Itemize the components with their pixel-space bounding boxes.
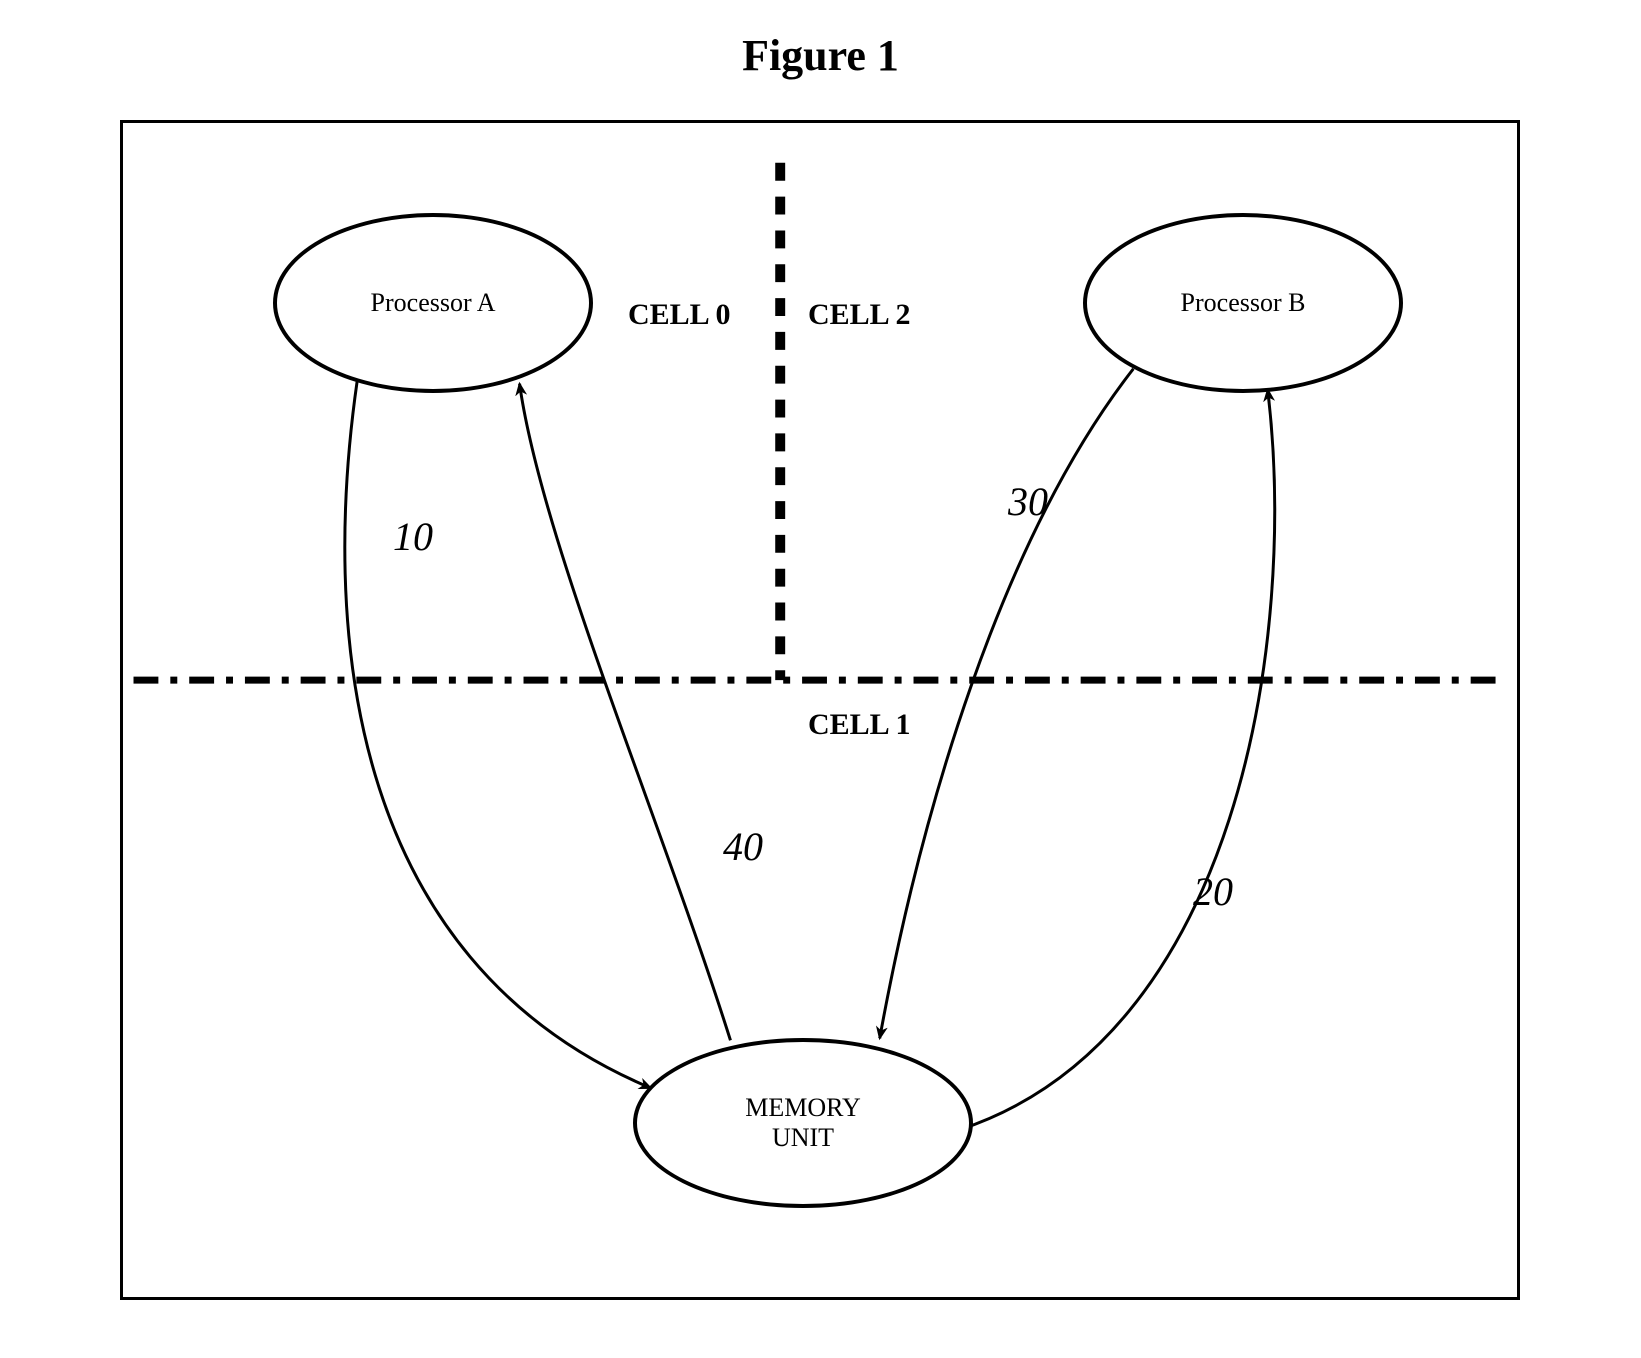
label-cell-0: CELL 0 xyxy=(628,298,731,332)
edge-20 xyxy=(959,390,1274,1130)
figure-title: Figure 1 xyxy=(742,30,899,81)
node-memory-unit: MEMORY UNIT xyxy=(633,1038,973,1208)
label-cell-1: CELL 1 xyxy=(808,708,911,742)
edge-label-20: 20 xyxy=(1193,868,1233,915)
edge-30 xyxy=(880,369,1134,1039)
node-processor-b: Processor B xyxy=(1083,213,1403,393)
memory-label-line1: MEMORY xyxy=(745,1093,861,1123)
memory-label-line2: UNIT xyxy=(745,1123,861,1153)
edge-label-30: 30 xyxy=(1008,478,1048,525)
node-processor-b-label: Processor B xyxy=(1181,288,1306,318)
node-memory-unit-label: MEMORY UNIT xyxy=(745,1093,861,1153)
node-processor-a: Processor A xyxy=(273,213,593,393)
edge-label-10: 10 xyxy=(393,513,433,560)
label-cell-2: CELL 2 xyxy=(808,298,911,332)
diagram-frame: Processor A Processor B MEMORY UNIT CELL… xyxy=(120,120,1520,1300)
edge-10 xyxy=(345,380,651,1088)
node-processor-a-label: Processor A xyxy=(371,288,496,318)
edge-40 xyxy=(520,384,731,1041)
edge-label-40: 40 xyxy=(723,823,763,870)
